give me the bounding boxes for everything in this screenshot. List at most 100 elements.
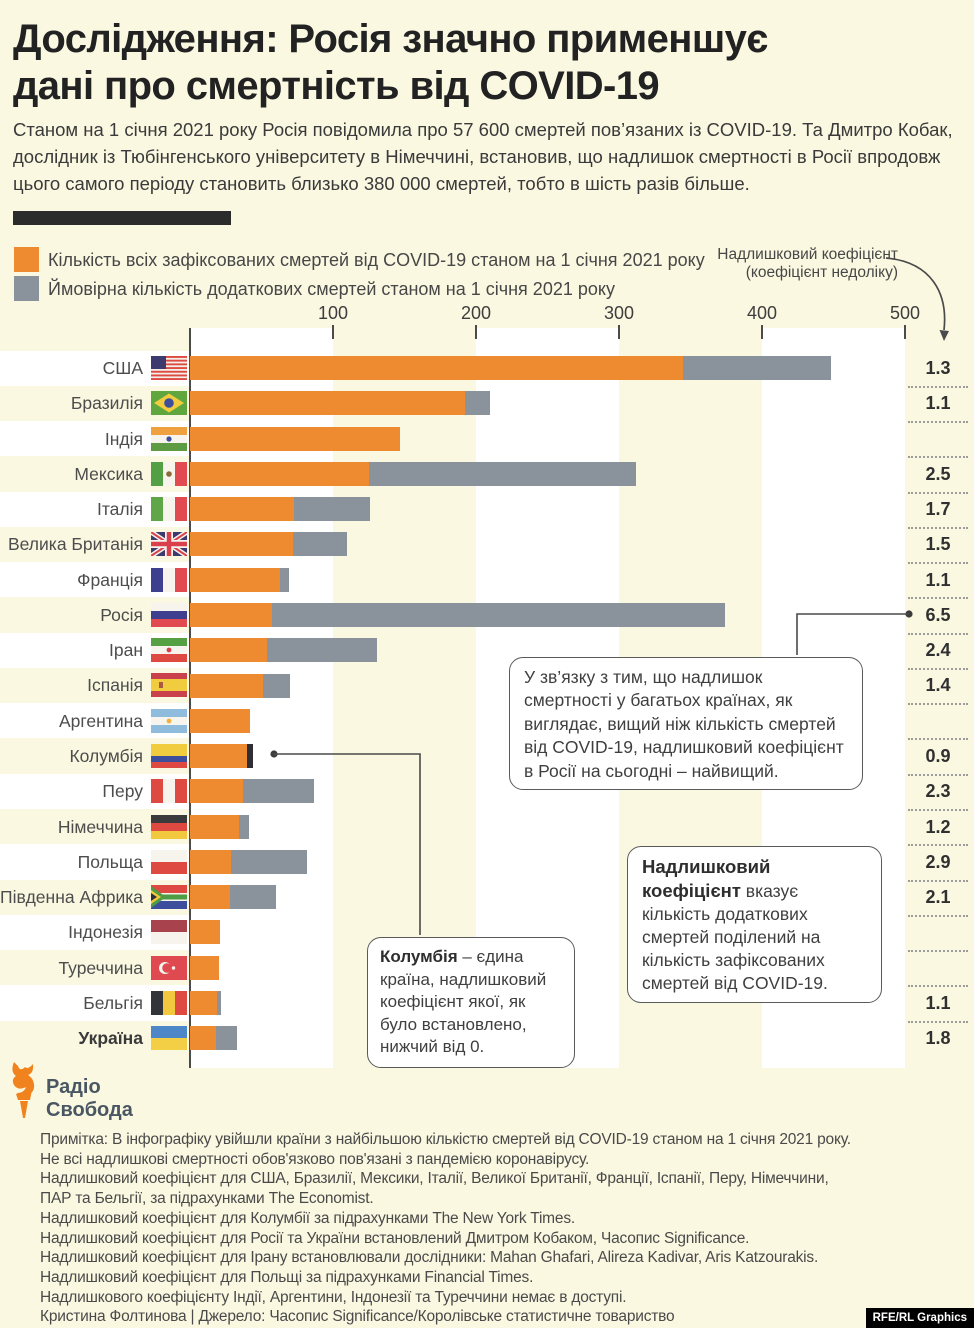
country-label: Туреччина <box>58 957 143 978</box>
flag-br-icon <box>151 391 187 416</box>
row-separator <box>908 844 968 847</box>
coefficient-value: 2.4 <box>925 640 951 661</box>
coefficient-value: 2.3 <box>925 781 951 802</box>
excess-bar <box>242 779 315 804</box>
recorded-legend-label: Кількість всіх зафіксованих смертей від … <box>48 250 705 270</box>
flag-ar-icon <box>151 708 187 733</box>
coefficient-value: 2.1 <box>925 887 951 908</box>
country-label: Колумбія <box>69 745 143 766</box>
country-label: Велика Британія <box>7 534 143 555</box>
axis-tick-mark <box>332 325 334 339</box>
axis-tick-label: 500 <box>889 303 921 323</box>
excess-bar <box>231 849 308 874</box>
footer-note-line: Надлишковий коефіцієнт для Колумбії за п… <box>40 1209 575 1227</box>
intro-paragraph: Станом на 1 січня 2021 року Росія повідо… <box>13 119 953 194</box>
colombia-callout-text: – єдина країна, надлишковий коефіцієнт я… <box>380 947 547 1056</box>
excess-bar <box>368 461 637 486</box>
flag-it-icon <box>151 497 187 522</box>
footer-note-line: ПАР та Бельгії, за підрахунками The Econ… <box>40 1190 374 1208</box>
recorded-bar <box>190 673 263 698</box>
flag-be-icon <box>151 990 187 1015</box>
excess-bar <box>280 567 289 592</box>
logo-text-line2: Свобода <box>46 1099 133 1121</box>
coefficient-column-header: Надлишковий коефіцієнт (коефіцієнт недол… <box>638 246 898 282</box>
country-label: Індія <box>104 428 143 449</box>
flag-ru-icon <box>151 602 187 627</box>
row-separator <box>908 632 968 635</box>
excess-bar <box>271 602 725 627</box>
axis-tick-label: 300 <box>603 303 635 323</box>
country-label: Бельгія <box>83 992 143 1013</box>
excess-bar <box>267 638 378 663</box>
row-separator <box>908 1020 968 1023</box>
flag-us-icon <box>151 356 187 380</box>
russia-callout-text: У зв’язку з тим, що надлишок смертності … <box>524 667 844 781</box>
axis-baseline <box>189 328 191 1068</box>
country-label: Аргентина <box>59 710 143 731</box>
country-label: Франція <box>77 569 143 590</box>
rferl-graphics-badge: RFE/RL Graphics <box>865 1308 974 1328</box>
row-separator <box>908 773 968 776</box>
excess-bar <box>217 990 222 1015</box>
excess-bar <box>683 356 831 381</box>
flag-de-icon <box>151 814 187 839</box>
recorded-bar <box>190 955 219 980</box>
coefficient-value: 1.1 <box>925 393 951 414</box>
recorded-bar <box>190 461 369 486</box>
country-label: Польща <box>77 851 143 872</box>
radio-svoboda-logo-text: Радіо Свобода <box>46 1076 133 1122</box>
row-separator <box>908 914 968 917</box>
page-title: Дослідження: Росія значно применшує дані… <box>13 16 963 110</box>
footer-note-line: Надлишковий коефіцієнт для Польщі за під… <box>40 1268 534 1286</box>
row-separator <box>908 879 968 882</box>
recorded-bar <box>190 885 231 910</box>
divider-bar <box>13 211 231 225</box>
coefficient-value: 1.3 <box>925 358 951 378</box>
axis-tick-mark <box>904 325 906 339</box>
flag-ir-icon <box>151 638 187 663</box>
colombia-callout-lead: Колумбія <box>380 947 458 966</box>
recorded-bar <box>190 849 232 874</box>
excess-bar <box>230 885 276 910</box>
coefficient-value: 2.9 <box>925 851 951 872</box>
row-separator <box>908 703 968 706</box>
flag-co-icon <box>151 743 187 768</box>
flag-pe-icon <box>151 779 187 804</box>
definition-callout: Надлишковий коефіцієнт вказує кількість … <box>627 846 882 1003</box>
definition-callout-title: Надлишковий коефіцієнт <box>642 856 771 901</box>
row-separator <box>908 667 968 670</box>
row-separator <box>908 950 968 953</box>
coefficient-header-line1: Надлишковий коефіцієнт <box>717 246 898 263</box>
recorded-bar <box>190 814 239 839</box>
recorded-bar <box>190 567 281 592</box>
country-label: США <box>102 358 143 378</box>
row-separator <box>908 456 968 459</box>
recorded-bar <box>190 426 401 451</box>
recorded-bar <box>190 356 684 381</box>
axis-tick-mark <box>761 325 763 339</box>
recorded-bar <box>190 391 465 416</box>
coefficient-value: 1.7 <box>925 499 951 520</box>
excess-bar <box>294 497 371 522</box>
coefficient-value: 6.5 <box>925 604 951 625</box>
row-separator <box>908 526 968 529</box>
excess-bar <box>238 814 249 839</box>
recorded-bar <box>190 779 243 804</box>
row-separator <box>908 809 968 811</box>
russia-callout: У зв’язку з тим, що надлишок смертності … <box>509 657 863 790</box>
coefficient-arrowhead <box>939 330 949 341</box>
country-label: Росія <box>100 604 143 625</box>
excess-bar <box>464 391 491 416</box>
negative-cap <box>247 744 253 769</box>
flag-za-icon <box>151 885 187 910</box>
coefficient-value: 1.5 <box>925 534 951 555</box>
recorded-bar <box>190 744 248 769</box>
page-title-line1: Дослідження: Росія значно применшує <box>13 17 768 61</box>
coefficient-value: 2.5 <box>925 463 951 484</box>
coefficient-header-line2: (коефіцієнт недоліку) <box>745 264 898 281</box>
row-separator <box>908 985 968 988</box>
axis-tick-label: 200 <box>460 303 492 323</box>
recorded-bar <box>190 602 272 627</box>
country-label: Південна Африка <box>0 887 143 908</box>
column-stripe <box>190 328 333 1068</box>
